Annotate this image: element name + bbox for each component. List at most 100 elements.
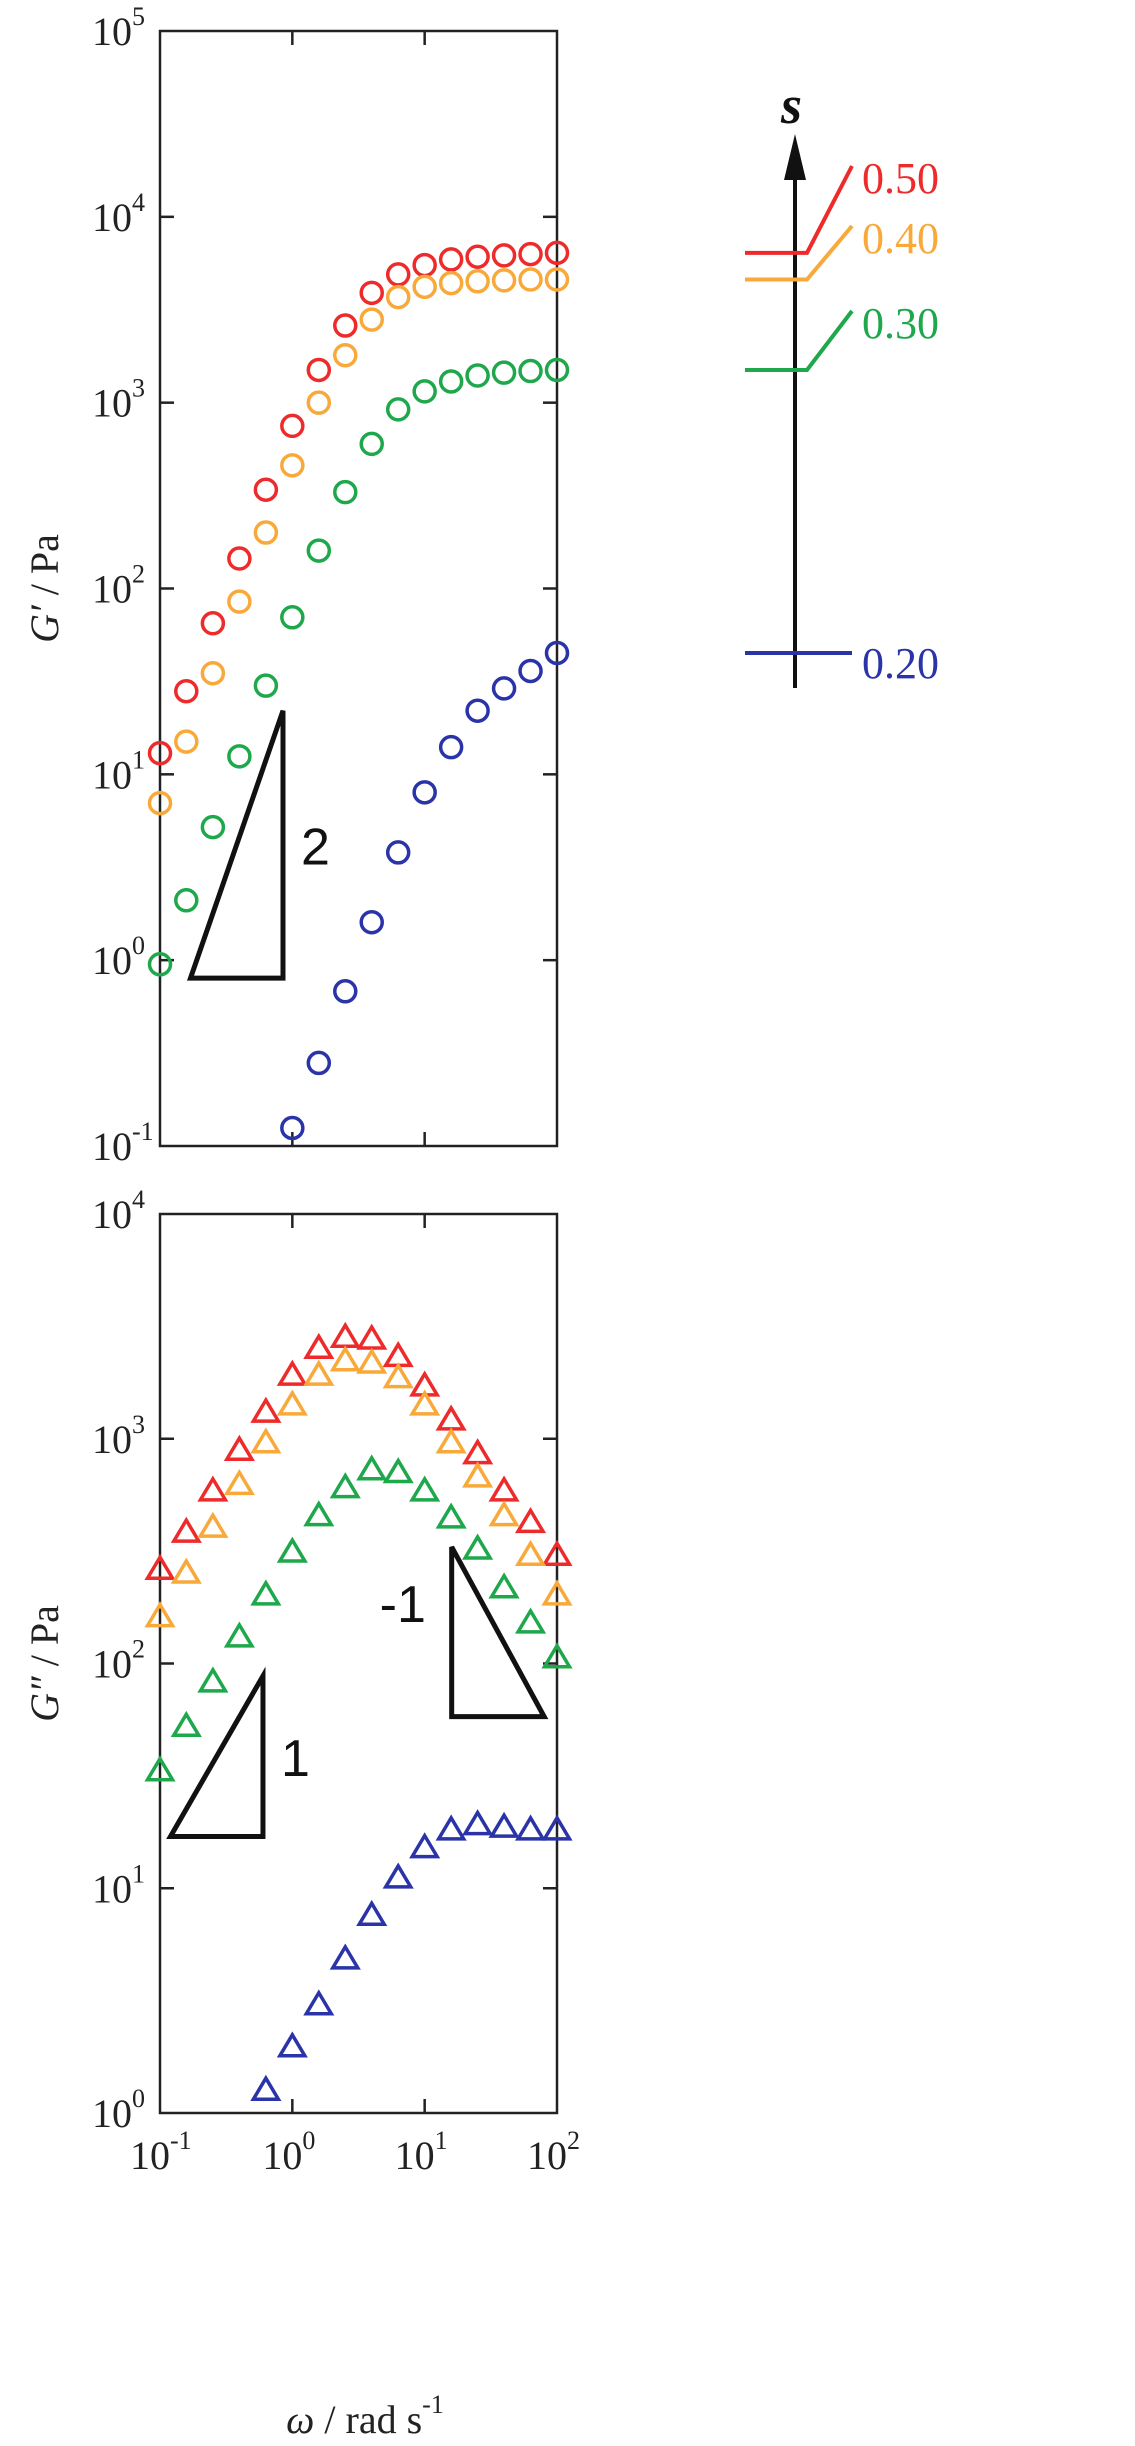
data-point: [385, 397, 411, 422]
x-tick-label: 10-1: [130, 2126, 192, 2178]
y-tick-exponent: 5: [132, 2, 145, 31]
data-point: [435, 1427, 467, 1454]
data-point: [227, 546, 252, 571]
x-tick-exponent: 0: [302, 2126, 315, 2155]
y-tick-base: 10: [92, 1642, 132, 1687]
data-point: [197, 1666, 229, 1693]
data-point: [303, 1332, 335, 1360]
y-tick-exponent: 4: [132, 1185, 145, 1214]
data-point: [223, 1621, 255, 1648]
data-point: [250, 1579, 282, 1606]
data-point: [491, 243, 517, 268]
slope-triangle: [186, 709, 286, 981]
data-point: [197, 1475, 229, 1502]
data-point: [144, 1755, 176, 1782]
x-tick-label: 102: [527, 2126, 580, 2178]
data-point: [144, 1553, 176, 1580]
data-point: [280, 413, 305, 439]
y-axis-label: G′ / Pa: [22, 534, 67, 643]
data-point: [488, 1811, 520, 1838]
data-point: [435, 1404, 467, 1431]
data-point: [250, 2074, 282, 2101]
data-point: [544, 640, 570, 666]
y-tick-label: 104: [92, 1185, 145, 1237]
data-point: [250, 1427, 282, 1454]
y-tick-exponent: 4: [132, 188, 145, 217]
data-point: [200, 660, 226, 686]
data-point: [438, 247, 464, 272]
x-axis-label: ω / rad s-1: [286, 2390, 444, 2442]
series-0.40: [144, 1345, 573, 1628]
x-axis-symbol: ω: [286, 2397, 314, 2442]
y-tick-base: 10: [92, 1417, 132, 1462]
data-point: [465, 363, 490, 388]
series-0.40: [147, 267, 570, 816]
data-point: [329, 1345, 361, 1372]
y-tick-exponent: 1: [132, 745, 145, 774]
y-tick-exponent: 3: [132, 374, 145, 403]
data-point: [385, 262, 411, 287]
data-point: [438, 369, 464, 394]
data-point: [147, 740, 173, 766]
data-point: [174, 888, 199, 913]
series-0.20: [250, 1809, 573, 2101]
x-axis-exponent: -1: [422, 2390, 444, 2419]
data-point: [250, 1396, 282, 1423]
y-tick-label: 100: [92, 2084, 145, 2136]
data-point: [223, 1468, 255, 1496]
y-tick-base: 10: [92, 752, 132, 797]
data-point: [488, 1475, 520, 1502]
y-tick-exponent: -1: [132, 1117, 154, 1146]
x-tick-exponent: 1: [435, 2126, 448, 2155]
data-point: [412, 274, 437, 300]
y-tick-exponent: 0: [132, 931, 145, 960]
data-point: [306, 390, 332, 415]
data-point: [227, 744, 252, 769]
data-point: [329, 1472, 361, 1499]
series-0.30: [147, 357, 570, 977]
data-point: [382, 1457, 414, 1484]
y-tick-label: 101: [92, 1859, 145, 1911]
series-0.50: [147, 240, 570, 766]
data-point: [518, 241, 543, 267]
data-point: [333, 979, 358, 1004]
data-point: [174, 729, 199, 754]
x-tick-exponent: 2: [567, 2126, 580, 2155]
data-point: [465, 698, 490, 723]
y-tick-label: 102: [92, 1635, 145, 1687]
s-arrow-head: [784, 134, 806, 180]
data-point: [359, 909, 384, 935]
data-point: [462, 1461, 494, 1488]
slope-label: -1: [380, 1576, 426, 1634]
data-point: [514, 1607, 547, 1634]
data-point: [541, 1642, 573, 1669]
y-tick-label: 101: [92, 745, 145, 797]
data-point: [412, 780, 437, 805]
data-point: [514, 1539, 547, 1566]
y-tick-label: 103: [92, 374, 145, 426]
data-point: [253, 520, 279, 545]
data-point: [435, 1814, 467, 1841]
legend-line: [745, 165, 854, 255]
data-point: [333, 479, 358, 505]
data-point: [541, 1539, 573, 1566]
data-point: [491, 360, 517, 385]
x-tick-exponent: -1: [170, 2126, 192, 2155]
data-point: [200, 611, 226, 636]
legend-label: 0.50: [862, 154, 939, 203]
data-point: [518, 267, 543, 292]
data-point: [223, 1434, 255, 1461]
x-tick-base: 10: [527, 2133, 567, 2178]
y-tick-label: 100: [92, 931, 145, 983]
series-0.20: [280, 640, 570, 1141]
y-tick-base: 10: [92, 1192, 132, 1237]
data-point: [462, 1438, 494, 1465]
data-point: [306, 538, 332, 563]
y-axis-label: G″ / Pa: [22, 1605, 67, 1722]
y-axis-unit: / Pa: [22, 1605, 67, 1676]
slope-label: 1: [281, 1730, 310, 1788]
x-tick-base: 10: [130, 2133, 170, 2178]
data-point: [465, 244, 490, 269]
